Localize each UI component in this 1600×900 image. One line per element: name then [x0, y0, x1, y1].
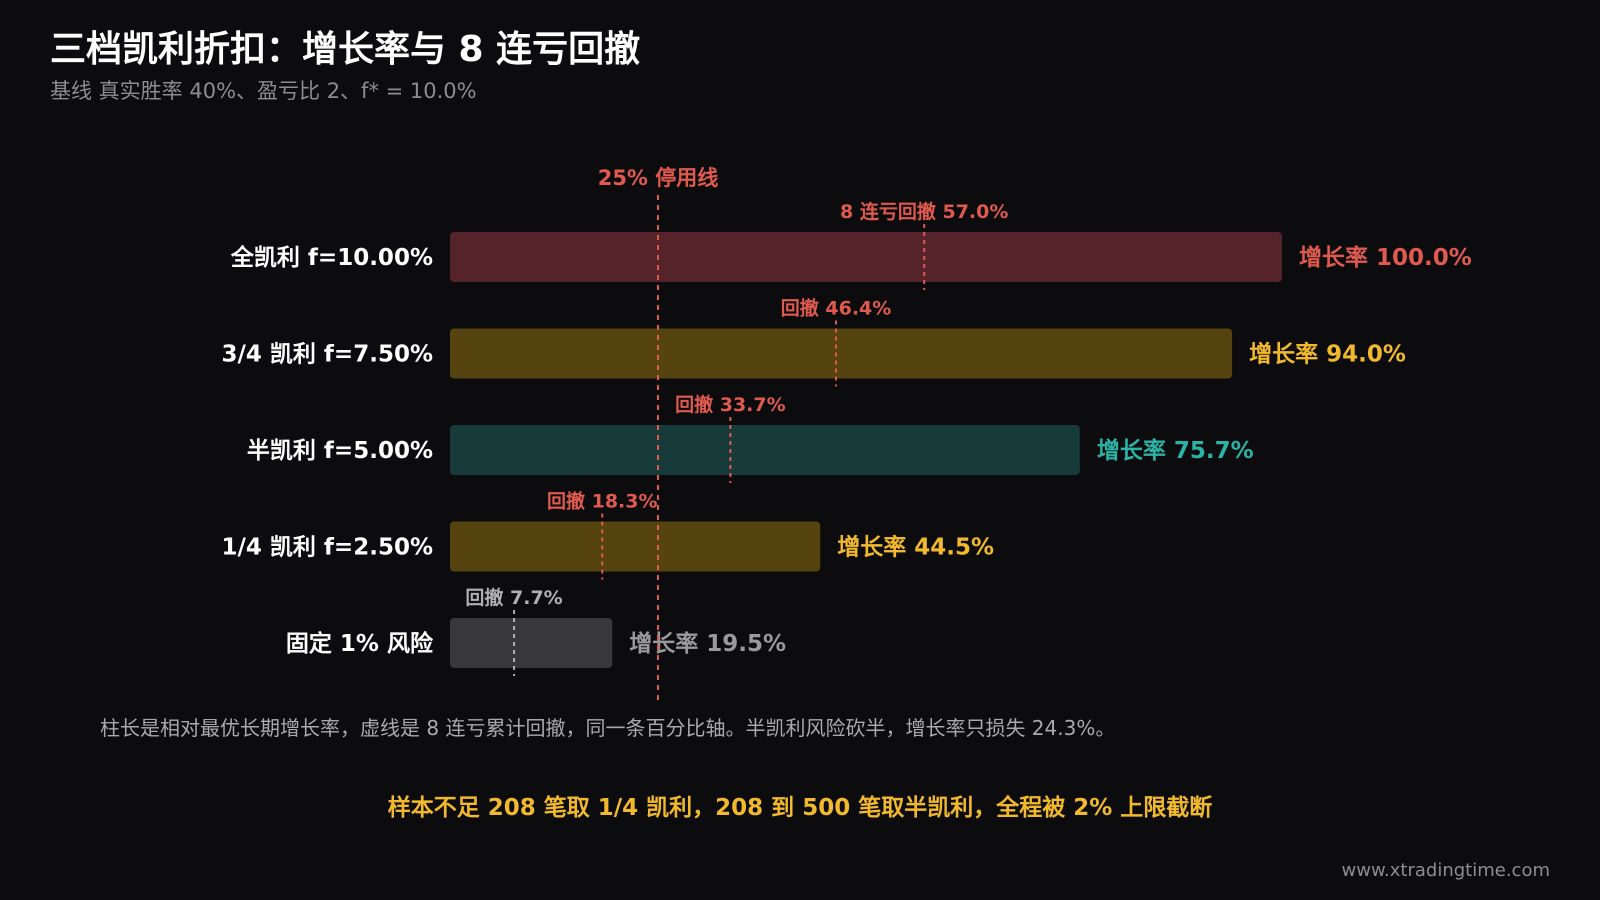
growth-label: 增长率 75.7% [1097, 437, 1254, 464]
sizing-rule: 样本不足 208 笔取 1/4 凯利，208 到 500 笔取半凯利，全程被 2… [387, 795, 1213, 821]
growth-label: 增长率 44.5% [837, 534, 994, 561]
drawdown-label: 回撤 33.7% [675, 393, 786, 416]
category-label: 3/4 凯利 f=7.50% [222, 342, 434, 368]
category-label: 全凯利 f=10.00% [230, 244, 433, 271]
drawdown-label: 8 连亏回撤 57.0% [840, 200, 1008, 223]
category-label: 1/4 凯利 f=2.50% [222, 535, 434, 561]
drawdown-label: 回撤 18.3% [547, 490, 658, 513]
page-title: 三档凯利折扣：增长率与 8 连亏回撤 [50, 29, 641, 70]
site-url: www.xtradingtime.com [1341, 860, 1550, 881]
growth-bar [450, 425, 1080, 475]
reference-line-label: 25% 停用线 [598, 166, 719, 190]
growth-label: 增长率 100.0% [1299, 244, 1472, 271]
growth-bar [450, 618, 613, 668]
category-label: 半凯利 f=5.00% [247, 438, 433, 464]
kelly-bar-chart: 全凯利 f=10.00% 增长率 100.0% 8 连亏回撤 57.0% 3/4 凯利… [222, 166, 1472, 700]
page-subtitle: 基线 真实胜率 40%、盈亏比 2、f* = 10.0% [50, 79, 477, 103]
growth-label: 增长率 94.0% [1249, 341, 1406, 368]
growth-bar [450, 232, 1282, 282]
drawdown-label: 回撤 7.7% [465, 586, 562, 609]
drawdown-label: 回撤 46.4% [781, 297, 892, 320]
category-label: 固定 1% 风险 [286, 630, 434, 657]
chart-note: 柱长是相对最优长期增长率，虚线是 8 连亏累计回撤，同一条百分比轴。半凯利风险砍… [100, 716, 1116, 740]
growth-bar [450, 521, 821, 572]
growth-label: 增长率 19.5% [629, 630, 786, 657]
growth-bar [450, 328, 1233, 379]
